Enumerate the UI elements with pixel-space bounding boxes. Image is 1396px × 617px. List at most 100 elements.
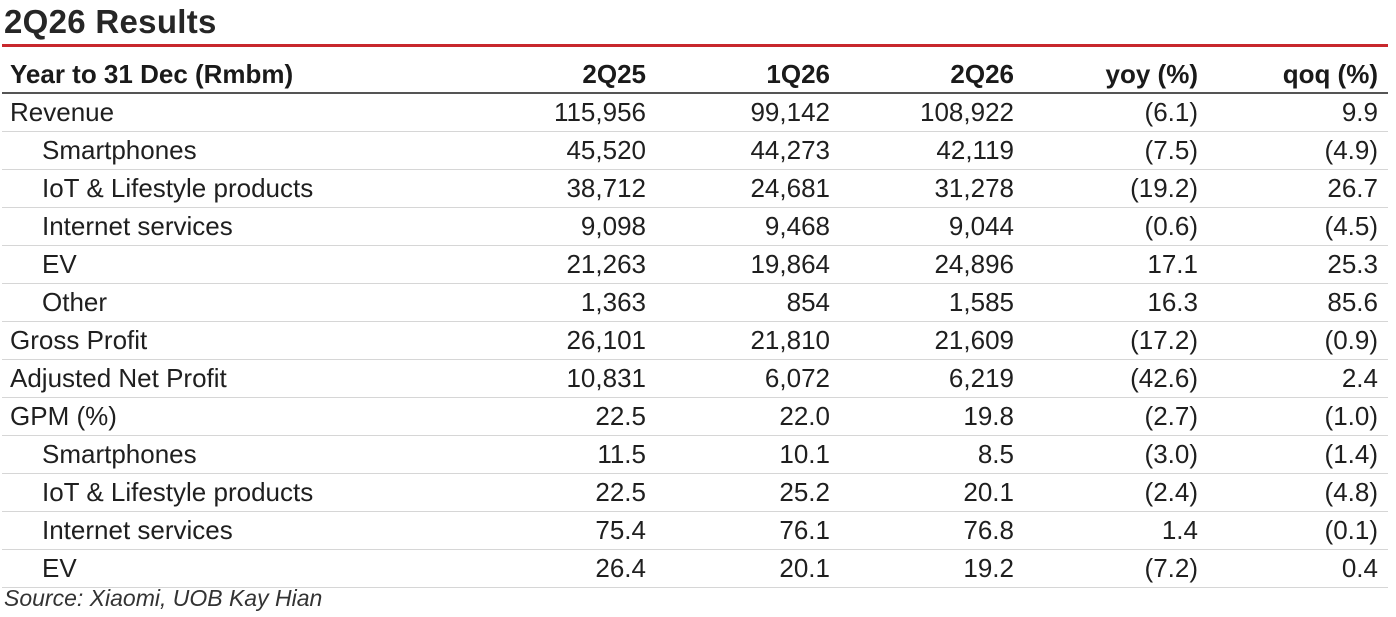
value-yoy: (0.6) bbox=[1024, 207, 1208, 246]
value-qoq: 2.4 bbox=[1208, 359, 1388, 398]
value-yoy: (17.2) bbox=[1024, 321, 1208, 360]
value-1q26: 25.2 bbox=[656, 473, 840, 512]
value-2q26: 42,119 bbox=[840, 131, 1024, 170]
value-2q25: 26.4 bbox=[472, 549, 656, 588]
table-row: Adjusted Net Profit 10,831 6,072 6,219 (42.6… bbox=[2, 359, 1388, 398]
value-qoq: 26.7 bbox=[1208, 169, 1388, 208]
table-row: Internet services 75.4 76.1 76.8 1.4 (0.1) bbox=[2, 511, 1388, 550]
value-qoq: 25.3 bbox=[1208, 245, 1388, 284]
value-2q25: 45,520 bbox=[472, 131, 656, 170]
value-yoy: (3.0) bbox=[1024, 435, 1208, 474]
table-row: Revenue 115,956 99,142 108,922 (6.1) 9.9 bbox=[2, 93, 1388, 132]
table-row: Smartphones 45,520 44,273 42,119 (7.5) (4.9) bbox=[2, 131, 1388, 170]
value-2q26: 21,609 bbox=[840, 321, 1024, 360]
value-1q26: 99,142 bbox=[656, 93, 840, 132]
table-row: Other 1,363 854 1,585 16.3 85.6 bbox=[2, 283, 1388, 322]
value-2q26: 8.5 bbox=[840, 435, 1024, 474]
value-2q25: 1,363 bbox=[472, 283, 656, 322]
row-label: Other bbox=[2, 283, 472, 322]
value-yoy: (19.2) bbox=[1024, 169, 1208, 208]
header-2q25: 2Q25 bbox=[472, 56, 656, 94]
source-note: Source: Xiaomi, UOB Kay Hian bbox=[4, 585, 323, 611]
row-label: Smartphones bbox=[2, 435, 472, 474]
table-row: IoT & Lifestyle products 22.5 25.2 20.1 (2.4… bbox=[2, 473, 1388, 512]
value-2q26: 108,922 bbox=[840, 93, 1024, 132]
page-title: 2Q26 Results bbox=[4, 3, 217, 40]
table-row: Smartphones 11.5 10.1 8.5 (3.0) (1.4) bbox=[2, 435, 1388, 474]
value-2q26: 19.8 bbox=[840, 397, 1024, 436]
value-qoq: (4.9) bbox=[1208, 131, 1388, 170]
row-label: IoT & Lifestyle products bbox=[2, 473, 472, 512]
header-period-label: Year to 31 Dec (Rmbm) bbox=[2, 56, 472, 94]
value-1q26: 44,273 bbox=[656, 131, 840, 170]
value-2q25: 11.5 bbox=[472, 435, 656, 474]
header-qoq: qoq (%) bbox=[1208, 56, 1388, 94]
row-label: Adjusted Net Profit bbox=[2, 359, 472, 398]
value-yoy: (7.5) bbox=[1024, 131, 1208, 170]
value-2q25: 75.4 bbox=[472, 511, 656, 550]
value-1q26: 10.1 bbox=[656, 435, 840, 474]
table-body: Revenue 115,956 99,142 108,922 (6.1) 9.9 Smart… bbox=[2, 93, 1388, 588]
value-qoq: (4.8) bbox=[1208, 473, 1388, 512]
table-row: Internet services 9,098 9,468 9,044 (0.6) (4.… bbox=[2, 207, 1388, 246]
header-2q26: 2Q26 bbox=[840, 56, 1024, 94]
row-label: EV bbox=[2, 549, 472, 588]
table-row: IoT & Lifestyle products 38,712 24,681 31,2… bbox=[2, 169, 1388, 208]
row-label: IoT & Lifestyle products bbox=[2, 169, 472, 208]
value-yoy: (7.2) bbox=[1024, 549, 1208, 588]
value-1q26: 854 bbox=[656, 283, 840, 322]
value-2q26: 1,585 bbox=[840, 283, 1024, 322]
value-2q25: 115,956 bbox=[472, 93, 656, 132]
value-qoq: (4.5) bbox=[1208, 207, 1388, 246]
value-1q26: 21,810 bbox=[656, 321, 840, 360]
title-divider bbox=[2, 44, 1388, 47]
value-yoy: 16.3 bbox=[1024, 283, 1208, 322]
row-label: Smartphones bbox=[2, 131, 472, 170]
value-2q26: 9,044 bbox=[840, 207, 1024, 246]
value-1q26: 9,468 bbox=[656, 207, 840, 246]
row-label: EV bbox=[2, 245, 472, 284]
value-2q25: 21,263 bbox=[472, 245, 656, 284]
value-2q25: 10,831 bbox=[472, 359, 656, 398]
value-qoq: (0.1) bbox=[1208, 511, 1388, 550]
value-2q26: 31,278 bbox=[840, 169, 1024, 208]
value-qoq: 0.4 bbox=[1208, 549, 1388, 588]
value-2q26: 24,896 bbox=[840, 245, 1024, 284]
value-2q26: 6,219 bbox=[840, 359, 1024, 398]
value-2q25: 22.5 bbox=[472, 473, 656, 512]
row-label: Internet services bbox=[2, 511, 472, 550]
row-label: Gross Profit bbox=[2, 321, 472, 360]
value-yoy: (2.4) bbox=[1024, 473, 1208, 512]
table-header-row: Year to 31 Dec (Rmbm) 2Q25 1Q26 2Q26 yoy… bbox=[2, 56, 1388, 94]
value-2q25: 26,101 bbox=[472, 321, 656, 360]
value-2q26: 19.2 bbox=[840, 549, 1024, 588]
value-1q26: 24,681 bbox=[656, 169, 840, 208]
table-row: Gross Profit 26,101 21,810 21,609 (17.2) (0.9… bbox=[2, 321, 1388, 360]
value-yoy: 17.1 bbox=[1024, 245, 1208, 284]
value-2q26: 20.1 bbox=[840, 473, 1024, 512]
value-2q25: 22.5 bbox=[472, 397, 656, 436]
table-row: GPM (%) 22.5 22.0 19.8 (2.7) (1.0) bbox=[2, 397, 1388, 436]
header-1q26: 1Q26 bbox=[656, 56, 840, 94]
value-qoq: 85.6 bbox=[1208, 283, 1388, 322]
value-2q25: 9,098 bbox=[472, 207, 656, 246]
value-1q26: 76.1 bbox=[656, 511, 840, 550]
value-qoq: (0.9) bbox=[1208, 321, 1388, 360]
value-2q26: 76.8 bbox=[840, 511, 1024, 550]
header-yoy: yoy (%) bbox=[1024, 56, 1208, 94]
value-yoy: 1.4 bbox=[1024, 511, 1208, 550]
value-1q26: 20.1 bbox=[656, 549, 840, 588]
row-label: Revenue bbox=[2, 93, 472, 132]
value-2q25: 38,712 bbox=[472, 169, 656, 208]
value-1q26: 19,864 bbox=[656, 245, 840, 284]
row-label: GPM (%) bbox=[2, 397, 472, 436]
value-qoq: 9.9 bbox=[1208, 93, 1388, 132]
value-1q26: 22.0 bbox=[656, 397, 840, 436]
row-label: Internet services bbox=[2, 207, 472, 246]
table-row: EV 26.4 20.1 19.2 (7.2) 0.4 bbox=[2, 549, 1388, 588]
value-yoy: (6.1) bbox=[1024, 93, 1208, 132]
value-yoy: (2.7) bbox=[1024, 397, 1208, 436]
value-qoq: (1.4) bbox=[1208, 435, 1388, 474]
value-1q26: 6,072 bbox=[656, 359, 840, 398]
value-qoq: (1.0) bbox=[1208, 397, 1388, 436]
